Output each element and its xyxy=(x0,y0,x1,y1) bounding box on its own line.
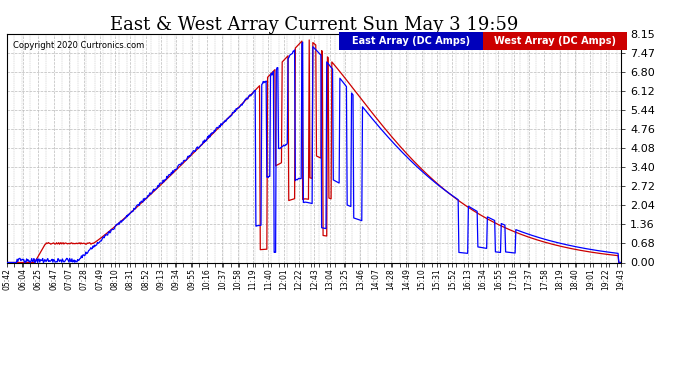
Text: Copyright 2020 Curtronics.com: Copyright 2020 Curtronics.com xyxy=(13,40,144,50)
FancyBboxPatch shape xyxy=(339,32,483,50)
Text: East Array (DC Amps): East Array (DC Amps) xyxy=(352,36,470,46)
Text: West Array (DC Amps): West Array (DC Amps) xyxy=(494,36,616,46)
FancyBboxPatch shape xyxy=(483,32,627,50)
Title: East & West Array Current Sun May 3 19:59: East & West Array Current Sun May 3 19:5… xyxy=(110,16,518,34)
